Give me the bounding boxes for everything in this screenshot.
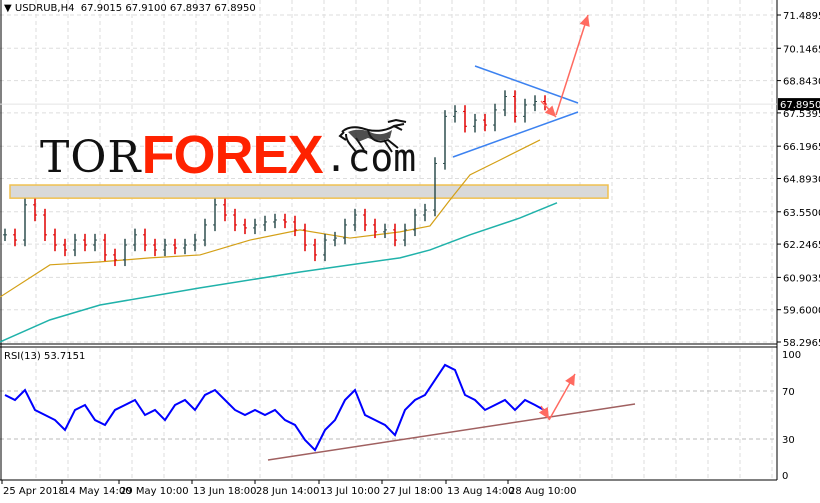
rsi-tick-label: 30	[782, 435, 795, 446]
triangle-down-icon[interactable]: ▼	[4, 3, 12, 14]
y-tick-label: 67.5395	[783, 109, 820, 120]
x-tick-label: 27 Jul 18:00	[383, 486, 443, 497]
x-tick-label: 28 Jun 14:00	[256, 486, 320, 497]
y-tick-label: 58.2965	[783, 338, 820, 349]
x-tick-label: 25 Apr 2018	[3, 486, 65, 497]
x-tick-label: 29 May 10:00	[120, 486, 189, 497]
rsi-arrow-up-head	[565, 374, 575, 386]
rsi-trend-line	[267, 403, 636, 461]
triangle-upper-line	[474, 65, 579, 104]
y-tick-label: 68.8430	[783, 77, 820, 88]
rsi-tick-label: 100	[782, 350, 801, 361]
rsi-tick-label: 0	[782, 471, 788, 482]
x-tick-label: 13 Aug 14:00	[447, 486, 514, 497]
y-tick-label: 66.1965	[783, 142, 820, 153]
x-tick-label: 13 Jun 18:00	[193, 486, 257, 497]
x-tick-label: 28 Aug 10:00	[509, 486, 576, 497]
logo-com: .com	[324, 136, 417, 180]
resistance-zone	[9, 184, 609, 199]
current-price-label: 67.8950	[780, 100, 820, 111]
rsi-line	[4, 363, 546, 452]
rsi-tick-label: 70	[782, 387, 795, 398]
chart-symbol-header: ▼ USDRUB,H4 67.9015 67.9100 67.8937 67.8…	[4, 3, 256, 14]
y-tick-label: 71.4895	[783, 11, 820, 22]
y-tick-label: 64.8930	[783, 175, 820, 186]
x-tick-label: 14 May 14:00	[63, 486, 132, 497]
torforex-logo: TOR FOREX .com	[40, 118, 417, 185]
ma-slow-line	[0, 202, 558, 343]
current-price-box	[778, 98, 820, 111]
arrow-up-long	[555, 14, 589, 116]
y-tick-label: 59.6000	[783, 306, 820, 317]
logo-forex: FOREX	[141, 125, 324, 185]
y-tick-label: 70.1465	[783, 44, 820, 55]
logo-tor: TOR	[40, 132, 142, 183]
x-tick-label: 13 Jul 10:00	[320, 486, 380, 497]
y-tick-label: 63.5500	[783, 208, 820, 219]
triangle-lower-line	[452, 111, 579, 158]
rsi-header: RSI(13) 53.7151	[4, 351, 86, 362]
arrow-down-short-head	[544, 105, 556, 117]
symbol-quote-text: USDRUB,H4 67.9015 67.9100 67.8937 67.895…	[14, 3, 256, 14]
bull-icon	[338, 118, 407, 153]
arrow-up-long-head	[579, 15, 590, 27]
y-tick-label: 62.2465	[783, 240, 820, 251]
rsi-arrow-down-short-head	[538, 407, 549, 419]
